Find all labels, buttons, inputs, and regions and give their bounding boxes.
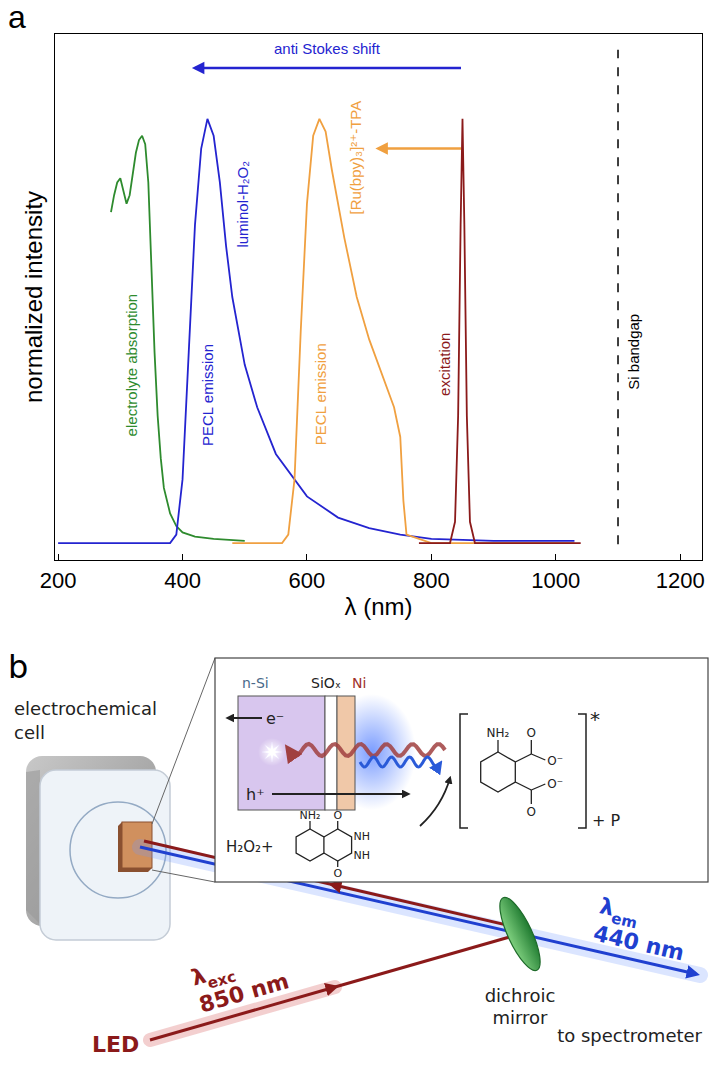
svg-text:cell: cell (14, 722, 45, 743)
svg-text:anti Stokes shift: anti Stokes shift (274, 40, 381, 57)
svg-text:Ni: Ni (352, 675, 366, 691)
svg-text:electrochemical: electrochemical (14, 698, 157, 719)
svg-text:1200: 1200 (656, 568, 705, 593)
html-text:a: a (8, 0, 26, 35)
svg-text:O⁻: O⁻ (547, 754, 563, 768)
svg-text:PECL emission: PECL emission (199, 344, 216, 446)
svg-text:to spectrometer: to spectrometer (557, 1025, 702, 1046)
svg-text:O: O (333, 809, 342, 822)
svg-text:electrolyte absorption: electrolyte absorption (123, 294, 140, 437)
svg-text:440 nm: 440 nm (591, 921, 686, 966)
svg-text:e⁻: e⁻ (266, 709, 284, 728)
svg-text:850 nm: 850 nm (196, 968, 291, 1017)
svg-text:mirror: mirror (492, 1007, 548, 1028)
svg-text:λexc: λexc (188, 955, 238, 997)
svg-text:O⁻: O⁻ (547, 777, 563, 791)
svg-text:n-Si: n-Si (242, 675, 269, 691)
svg-text:O: O (527, 805, 536, 819)
svg-text:600: 600 (289, 568, 326, 593)
svg-text:400: 400 (164, 568, 201, 593)
svg-text:O: O (527, 726, 536, 740)
svg-text:H₂O₂+: H₂O₂+ (226, 838, 274, 856)
svg-text:NH: NH (354, 849, 371, 862)
svg-text:λem: λem (596, 893, 642, 932)
svg-text:luminol-H₂O₂: luminol-H₂O₂ (234, 161, 251, 248)
svg-text:+ P: + P (592, 811, 620, 830)
svg-text:SiOₓ: SiOₓ (311, 675, 341, 691)
svg-text:LED: LED (92, 1032, 139, 1057)
svg-text:normalized intensity: normalized intensity (20, 191, 47, 403)
svg-text:h⁺: h⁺ (246, 785, 265, 804)
svg-text:O: O (333, 867, 342, 880)
svg-text:NH₂: NH₂ (300, 809, 321, 822)
svg-text:excitation: excitation (436, 333, 453, 396)
svg-text:Si bandgap: Si bandgap (625, 314, 642, 390)
svg-text:*: * (590, 707, 600, 731)
svg-text:b: b (8, 648, 28, 686)
svg-text:dichroic: dichroic (485, 985, 556, 1006)
svg-text:NH₂: NH₂ (487, 726, 510, 740)
svg-text:NH: NH (354, 830, 371, 843)
svg-text:[Ru(bpy)₃]²⁺-TPA: [Ru(bpy)₃]²⁺-TPA (347, 101, 364, 215)
svg-text:200: 200 (40, 568, 77, 593)
svg-text:1000: 1000 (531, 568, 580, 593)
svg-text:λ (nm): λ (nm) (345, 593, 413, 620)
svg-text:PECL emission: PECL emission (312, 343, 329, 445)
svg-text:800: 800 (413, 568, 450, 593)
